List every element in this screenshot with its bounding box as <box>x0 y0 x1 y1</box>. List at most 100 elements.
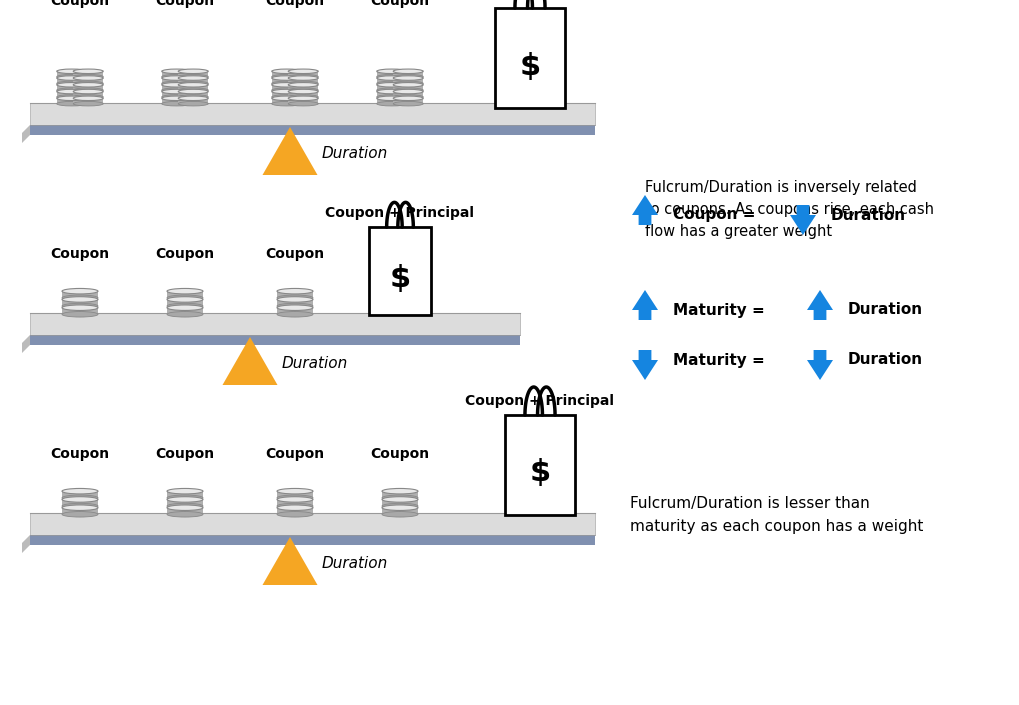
Ellipse shape <box>272 102 302 106</box>
Ellipse shape <box>393 94 423 99</box>
Text: Coupon: Coupon <box>156 0 215 8</box>
Ellipse shape <box>272 82 302 87</box>
FancyBboxPatch shape <box>495 8 565 108</box>
Ellipse shape <box>167 297 203 302</box>
Ellipse shape <box>277 512 313 517</box>
Polygon shape <box>22 535 30 553</box>
Ellipse shape <box>288 94 318 99</box>
Ellipse shape <box>162 102 192 106</box>
Ellipse shape <box>272 75 302 79</box>
Ellipse shape <box>277 497 313 502</box>
Ellipse shape <box>288 96 318 101</box>
Ellipse shape <box>288 88 318 92</box>
Ellipse shape <box>162 82 192 87</box>
FancyBboxPatch shape <box>30 125 595 135</box>
Ellipse shape <box>162 69 192 73</box>
Ellipse shape <box>277 505 313 510</box>
Ellipse shape <box>57 94 87 99</box>
Ellipse shape <box>382 495 418 501</box>
Ellipse shape <box>73 94 103 99</box>
Ellipse shape <box>377 75 407 79</box>
Polygon shape <box>263 127 318 175</box>
Ellipse shape <box>377 82 407 87</box>
Polygon shape <box>807 350 833 380</box>
FancyBboxPatch shape <box>178 85 208 90</box>
Text: Maturity =: Maturity = <box>673 302 764 317</box>
Ellipse shape <box>393 69 423 73</box>
FancyBboxPatch shape <box>377 71 407 77</box>
Ellipse shape <box>57 90 87 94</box>
Ellipse shape <box>162 75 192 79</box>
FancyBboxPatch shape <box>272 71 302 77</box>
FancyBboxPatch shape <box>162 98 192 104</box>
Ellipse shape <box>62 295 98 300</box>
Ellipse shape <box>57 82 87 87</box>
FancyBboxPatch shape <box>382 499 418 506</box>
Ellipse shape <box>167 505 203 510</box>
Ellipse shape <box>57 102 87 106</box>
Polygon shape <box>263 537 318 585</box>
FancyBboxPatch shape <box>277 291 313 298</box>
FancyBboxPatch shape <box>288 85 318 90</box>
FancyBboxPatch shape <box>30 513 595 535</box>
FancyBboxPatch shape <box>162 71 192 77</box>
Polygon shape <box>790 205 816 235</box>
Ellipse shape <box>288 82 318 87</box>
Ellipse shape <box>73 81 103 86</box>
Ellipse shape <box>162 90 192 94</box>
Text: Duration: Duration <box>848 352 923 367</box>
Ellipse shape <box>277 489 313 494</box>
Ellipse shape <box>62 503 98 509</box>
Ellipse shape <box>178 96 208 101</box>
Text: Coupon: Coupon <box>265 247 325 261</box>
Ellipse shape <box>162 76 192 80</box>
Polygon shape <box>22 125 30 143</box>
FancyBboxPatch shape <box>167 508 203 515</box>
FancyBboxPatch shape <box>167 491 203 498</box>
Ellipse shape <box>393 90 423 94</box>
FancyBboxPatch shape <box>62 291 98 298</box>
Text: Coupon: Coupon <box>371 447 430 461</box>
Text: Coupon: Coupon <box>265 0 325 8</box>
Ellipse shape <box>57 81 87 86</box>
FancyBboxPatch shape <box>382 508 418 515</box>
Ellipse shape <box>288 75 318 79</box>
FancyBboxPatch shape <box>178 92 208 97</box>
FancyBboxPatch shape <box>277 307 313 314</box>
FancyBboxPatch shape <box>393 71 423 77</box>
Ellipse shape <box>393 102 423 106</box>
Ellipse shape <box>167 497 203 502</box>
Ellipse shape <box>277 495 313 501</box>
FancyBboxPatch shape <box>369 227 431 315</box>
Text: Coupon: Coupon <box>371 0 430 8</box>
FancyBboxPatch shape <box>73 78 103 83</box>
Polygon shape <box>632 290 658 320</box>
FancyBboxPatch shape <box>57 98 87 104</box>
Text: Coupon: Coupon <box>156 247 215 261</box>
Ellipse shape <box>277 503 313 509</box>
Polygon shape <box>22 335 30 353</box>
Text: Duration: Duration <box>322 556 388 570</box>
Ellipse shape <box>377 94 407 99</box>
Ellipse shape <box>73 76 103 80</box>
Ellipse shape <box>272 69 302 73</box>
Ellipse shape <box>167 295 203 300</box>
Ellipse shape <box>272 76 302 80</box>
FancyBboxPatch shape <box>167 499 203 506</box>
FancyBboxPatch shape <box>393 98 423 104</box>
Ellipse shape <box>382 505 418 510</box>
Text: $: $ <box>530 458 550 487</box>
Text: Coupon: Coupon <box>50 247 110 261</box>
FancyBboxPatch shape <box>62 300 98 306</box>
Ellipse shape <box>288 102 318 106</box>
Ellipse shape <box>288 90 318 94</box>
Text: Fulcrum/Duration is lesser than
maturity as each coupon has a weight: Fulcrum/Duration is lesser than maturity… <box>630 496 923 534</box>
Ellipse shape <box>178 102 208 106</box>
FancyBboxPatch shape <box>178 98 208 104</box>
FancyBboxPatch shape <box>377 78 407 83</box>
FancyBboxPatch shape <box>288 92 318 97</box>
FancyBboxPatch shape <box>288 98 318 104</box>
FancyBboxPatch shape <box>62 508 98 515</box>
Text: Coupon + Principal: Coupon + Principal <box>466 394 614 408</box>
Text: Maturity =: Maturity = <box>673 352 764 367</box>
